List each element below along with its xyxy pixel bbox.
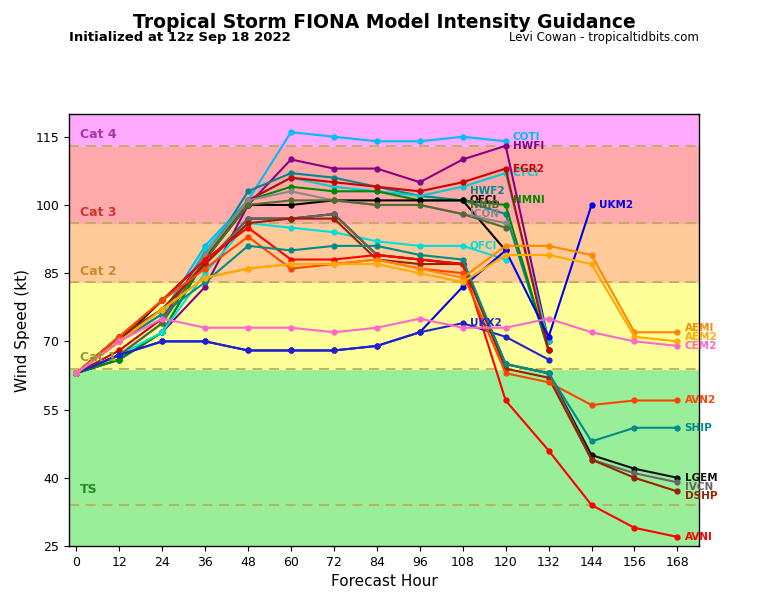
Text: Cat 1: Cat 1	[80, 351, 117, 364]
Text: EGR2: EGR2	[513, 164, 544, 173]
Text: HWF2: HWF2	[470, 187, 505, 196]
Text: DSHP: DSHP	[684, 491, 717, 501]
Text: AEM2: AEM2	[684, 332, 717, 342]
Text: UKM2: UKM2	[599, 200, 633, 210]
Text: IVCN: IVCN	[684, 482, 713, 492]
Text: Tropical Storm FIONA Model Intensity Guidance: Tropical Storm FIONA Model Intensity Gui…	[133, 13, 635, 32]
Text: HMNI: HMNI	[513, 196, 545, 205]
Text: Levi Cowan - tropicaltidbits.com: Levi Cowan - tropicaltidbits.com	[509, 31, 699, 44]
Text: Initialized at 12z Sep 18 2022: Initialized at 12z Sep 18 2022	[69, 31, 291, 44]
Text: TS: TS	[80, 483, 98, 496]
Text: CTCI: CTCI	[513, 168, 539, 178]
Text: OFCL: OFCL	[470, 196, 500, 205]
Text: UKX2: UKX2	[470, 318, 502, 328]
Text: SHIP: SHIP	[684, 423, 712, 433]
Bar	[69, 368, 699, 505]
Bar	[69, 505, 699, 546]
Text: Cat 2: Cat 2	[80, 265, 117, 278]
Bar	[69, 114, 699, 146]
Text: COTI: COTI	[513, 132, 541, 142]
Y-axis label: Wind Speed (kt): Wind Speed (kt)	[15, 269, 30, 391]
Text: Cat 4: Cat 4	[80, 128, 117, 141]
Bar	[69, 146, 699, 223]
Text: ICON: ICON	[470, 209, 499, 219]
Text: HWFI: HWFI	[513, 141, 544, 151]
Text: AVNI: AVNI	[684, 532, 713, 542]
Text: OFCI: OFCI	[470, 241, 497, 251]
Text: NNIB: NNIB	[470, 200, 499, 210]
Text: Cat 3: Cat 3	[80, 206, 117, 218]
Text: AEMI: AEMI	[684, 323, 714, 333]
Bar	[69, 282, 699, 368]
X-axis label: Forecast Hour: Forecast Hour	[331, 574, 437, 589]
Text: AVN2: AVN2	[684, 395, 716, 406]
Text: LGEM: LGEM	[684, 473, 717, 483]
Text: CEM2: CEM2	[684, 341, 717, 351]
Bar	[69, 223, 699, 282]
